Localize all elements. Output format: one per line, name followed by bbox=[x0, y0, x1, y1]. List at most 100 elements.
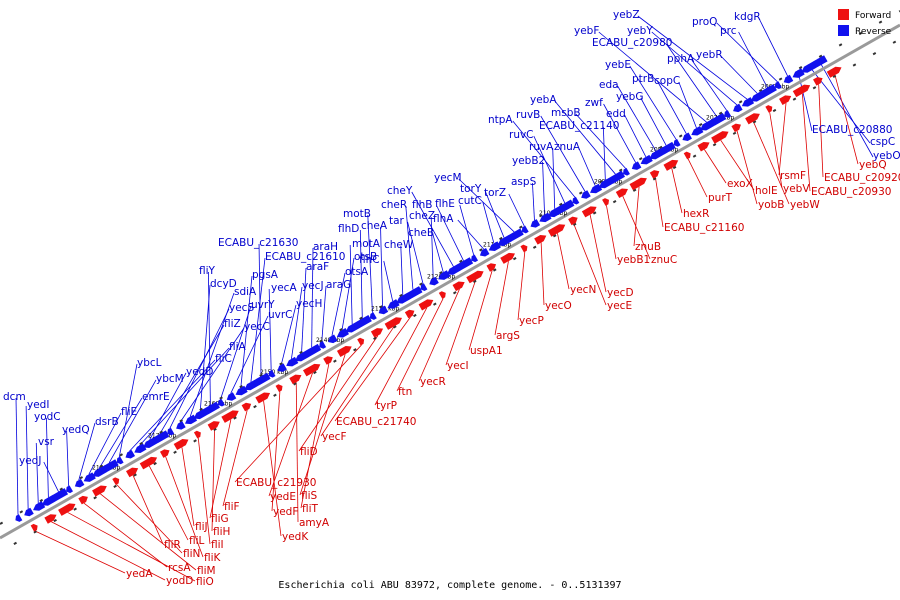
forward-gene-feature[interactable] bbox=[534, 233, 548, 245]
forward-gene-feature[interactable] bbox=[418, 297, 435, 311]
forward-gene-label[interactable]: amyA bbox=[299, 517, 330, 529]
reverse-gene-label[interactable]: zwf bbox=[585, 97, 603, 109]
forward-gene-feature[interactable] bbox=[126, 465, 140, 478]
reverse-gene-feature[interactable] bbox=[317, 341, 327, 350]
reverse-gene-label[interactable]: yedJ bbox=[19, 455, 41, 467]
reverse-gene-feature[interactable] bbox=[302, 343, 322, 359]
reverse-gene-label[interactable]: yebZ bbox=[613, 9, 640, 21]
reverse-gene-feature[interactable] bbox=[606, 170, 626, 186]
reverse-gene-feature[interactable] bbox=[555, 199, 575, 215]
forward-gene-label[interactable]: fliO bbox=[196, 576, 214, 588]
forward-gene-feature[interactable] bbox=[404, 308, 416, 319]
reverse-gene-label[interactable]: proQ bbox=[692, 16, 717, 28]
forward-gene-label[interactable]: yecN bbox=[570, 284, 596, 296]
forward-gene-feature[interactable] bbox=[466, 268, 485, 284]
reverse-gene-label[interactable]: aspS bbox=[511, 176, 537, 188]
reverse-gene-label[interactable]: yecJ bbox=[302, 280, 324, 292]
reverse-gene-feature[interactable] bbox=[478, 247, 490, 259]
forward-gene-label[interactable]: fliN bbox=[183, 548, 200, 560]
reverse-gene-feature[interactable] bbox=[73, 478, 85, 490]
reverse-gene-label[interactable]: flhB bbox=[412, 199, 432, 211]
reverse-gene-label[interactable]: fliE bbox=[121, 406, 137, 418]
reverse-gene-label[interactable]: torY bbox=[460, 183, 482, 195]
reverse-gene-label[interactable]: yebF bbox=[574, 25, 599, 37]
reverse-gene-label[interactable]: sdiA bbox=[234, 286, 257, 298]
reverse-gene-feature[interactable] bbox=[428, 276, 439, 288]
reverse-gene-label[interactable]: ruvC bbox=[509, 129, 534, 141]
reverse-gene-label[interactable]: flhD bbox=[338, 223, 359, 235]
forward-gene-label[interactable]: purT bbox=[708, 192, 733, 204]
reverse-gene-label[interactable]: yedI bbox=[27, 399, 49, 411]
reverse-gene-label[interactable]: ybcM bbox=[156, 373, 184, 385]
reverse-gene-feature[interactable] bbox=[690, 125, 704, 138]
reverse-gene-feature[interactable] bbox=[403, 286, 423, 301]
reverse-gene-label[interactable]: otsB bbox=[354, 251, 377, 263]
forward-gene-label[interactable]: znuC bbox=[651, 254, 677, 266]
reverse-gene-feature[interactable] bbox=[100, 459, 119, 474]
forward-gene-feature[interactable] bbox=[30, 523, 40, 532]
forward-gene-feature[interactable] bbox=[255, 390, 271, 404]
forward-gene-feature[interactable] bbox=[159, 447, 171, 458]
reverse-gene-feature[interactable] bbox=[335, 328, 349, 340]
forward-gene-feature[interactable] bbox=[581, 204, 598, 218]
reverse-gene-feature[interactable] bbox=[621, 167, 630, 177]
forward-gene-label[interactable]: ECABU_c21160 bbox=[664, 222, 744, 234]
reverse-gene-label[interactable]: ECABU_c21630 bbox=[218, 237, 298, 249]
forward-gene-label[interactable]: fliH bbox=[213, 526, 230, 538]
forward-gene-feature[interactable] bbox=[547, 222, 567, 237]
reverse-gene-label[interactable]: flhE bbox=[435, 198, 455, 210]
reverse-gene-label[interactable]: yecA bbox=[271, 282, 297, 294]
reverse-gene-feature[interactable] bbox=[82, 472, 96, 484]
forward-gene-label[interactable]: yecF bbox=[322, 431, 347, 443]
forward-gene-feature[interactable] bbox=[452, 279, 467, 292]
reverse-gene-label[interactable]: pphA bbox=[667, 53, 695, 65]
forward-gene-feature[interactable] bbox=[58, 501, 77, 516]
reverse-gene-feature[interactable] bbox=[276, 363, 287, 374]
forward-gene-feature[interactable] bbox=[139, 454, 159, 470]
reverse-gene-feature[interactable] bbox=[216, 398, 225, 408]
reverse-gene-label[interactable]: uvrY bbox=[251, 299, 275, 311]
reverse-gene-feature[interactable] bbox=[49, 488, 69, 503]
forward-gene-feature[interactable] bbox=[779, 93, 793, 105]
reverse-gene-feature[interactable] bbox=[284, 356, 299, 369]
forward-gene-feature[interactable] bbox=[731, 122, 742, 133]
reverse-gene-label[interactable]: kdgR bbox=[734, 11, 761, 23]
forward-gene-feature[interactable] bbox=[384, 315, 404, 330]
reverse-gene-label[interactable]: eda bbox=[599, 79, 619, 91]
reverse-gene-feature[interactable] bbox=[150, 430, 170, 445]
forward-gene-feature[interactable] bbox=[241, 401, 253, 412]
reverse-gene-feature[interactable] bbox=[538, 212, 552, 225]
reverse-gene-feature[interactable] bbox=[251, 372, 271, 388]
forward-gene-feature[interactable] bbox=[336, 343, 353, 357]
reverse-gene-label[interactable]: uvrC bbox=[268, 309, 293, 321]
forward-gene-feature[interactable] bbox=[44, 512, 58, 524]
forward-gene-label[interactable]: fliG bbox=[211, 513, 229, 525]
forward-gene-feature[interactable] bbox=[663, 157, 679, 171]
forward-gene-label[interactable]: yedF bbox=[273, 506, 298, 518]
reverse-gene-label[interactable]: ybcL bbox=[137, 357, 162, 369]
reverse-gene-label[interactable]: msbB bbox=[551, 107, 581, 119]
forward-gene-feature[interactable] bbox=[302, 361, 322, 377]
reverse-gene-feature[interactable] bbox=[782, 74, 794, 86]
reverse-gene-label[interactable]: cspC bbox=[870, 136, 895, 148]
forward-gene-feature[interactable] bbox=[112, 476, 121, 486]
reverse-gene-feature[interactable] bbox=[353, 314, 372, 330]
reverse-gene-label[interactable]: yedD bbox=[186, 366, 213, 378]
forward-gene-label[interactable]: znuB bbox=[635, 241, 661, 253]
reverse-gene-label[interactable]: znuA bbox=[554, 141, 581, 153]
forward-gene-feature[interactable] bbox=[520, 243, 529, 253]
forward-gene-label[interactable]: yecO bbox=[545, 300, 572, 312]
forward-gene-label[interactable]: yebW bbox=[790, 199, 820, 211]
reverse-gene-label[interactable]: yebY bbox=[627, 25, 653, 37]
forward-gene-feature[interactable] bbox=[765, 104, 774, 113]
forward-gene-label[interactable]: holE bbox=[755, 185, 778, 197]
forward-gene-label[interactable]: rcsA bbox=[168, 562, 191, 574]
reverse-gene-label[interactable]: flhC bbox=[359, 254, 380, 266]
reverse-gene-feature[interactable] bbox=[672, 139, 681, 148]
reverse-gene-feature[interactable] bbox=[681, 132, 692, 144]
forward-gene-label[interactable]: fliS bbox=[301, 490, 318, 502]
reverse-gene-label[interactable]: fliZ bbox=[224, 318, 241, 330]
reverse-gene-feature[interactable] bbox=[326, 334, 338, 346]
reverse-gene-feature[interactable] bbox=[571, 196, 580, 206]
forward-gene-feature[interactable] bbox=[649, 168, 661, 179]
